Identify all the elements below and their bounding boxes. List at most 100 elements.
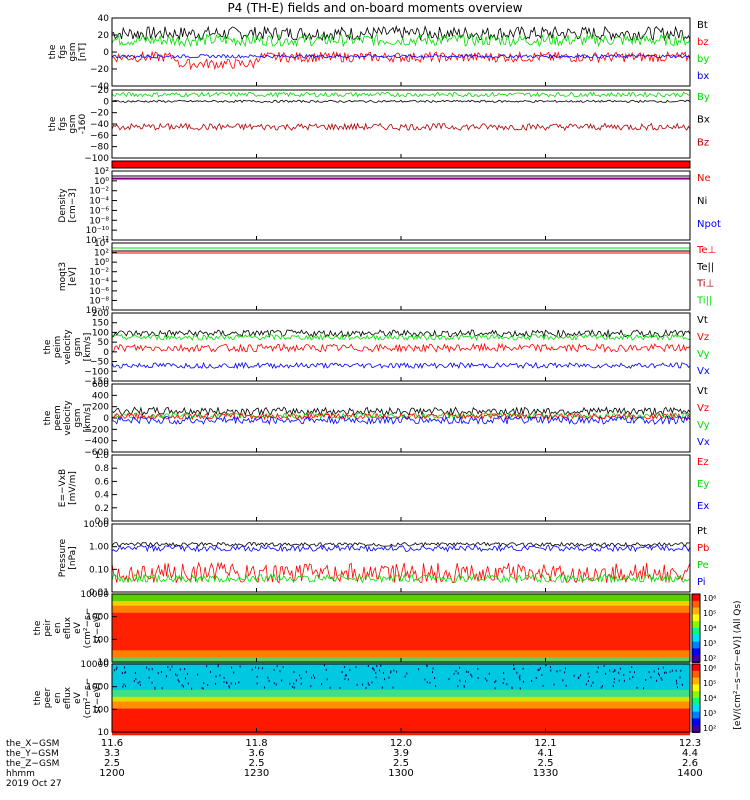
spectrogram-speck — [124, 671, 126, 674]
spectrogram-speck — [148, 676, 150, 679]
y-tick-label: 0 — [103, 348, 109, 358]
colorbar-segment — [692, 648, 700, 657]
spectrogram-speck — [261, 667, 263, 670]
panel-frame — [111, 312, 691, 382]
y-tick-label: 150 — [92, 319, 109, 329]
spectrogram-band — [112, 596, 690, 600]
series-line — [111, 25, 691, 42]
y-axis-label: en — [53, 692, 63, 703]
spectrogram-band — [112, 706, 690, 710]
y-axis-label: sr−eV) — [93, 612, 103, 643]
y-axis-label: E=−VxB — [58, 469, 68, 507]
spectrogram-speck — [234, 682, 236, 685]
y-tick-label: 40 — [98, 14, 110, 24]
spectrogram-speck — [494, 687, 496, 690]
colorbar-segment — [692, 670, 700, 679]
spectrogram-speck — [251, 668, 253, 671]
y-axis-label: gsm — [73, 408, 83, 427]
spectrogram-speck — [368, 683, 370, 686]
spectrogram-speck — [539, 667, 541, 670]
spectrogram-speck — [264, 686, 266, 689]
y-tick-label: 0.0 — [95, 517, 110, 527]
series-line — [111, 573, 691, 584]
spectrogram-speck — [484, 677, 486, 680]
spectrogram-speck — [292, 685, 294, 688]
y-axis-label: [cm−3] — [68, 188, 78, 222]
spectrogram-band — [112, 633, 690, 638]
legend-entry: Vy — [697, 420, 710, 431]
spectrogram-speck — [239, 665, 241, 668]
spectrogram-speck — [457, 672, 459, 675]
spectrogram-speck — [186, 673, 188, 676]
spectrogram-band — [112, 622, 690, 626]
spectrogram-speck — [596, 670, 598, 673]
spectrogram-speck — [321, 683, 323, 686]
red-band — [112, 161, 690, 168]
spectrogram-speck — [376, 665, 378, 668]
spectrogram-speck — [341, 670, 343, 673]
colorbar-segment — [692, 677, 700, 686]
x-row-value: 3.3 — [104, 748, 120, 759]
legend-entry: Vt — [697, 386, 708, 397]
spectrogram-speck — [513, 668, 515, 671]
spectrogram-speck — [230, 682, 232, 685]
x-row-value: 1330 — [533, 768, 558, 779]
spectrogram-speck — [178, 680, 180, 683]
spectrogram-speck — [559, 669, 561, 672]
spectrogram-speck — [206, 665, 208, 668]
x-row-value: 4.4 — [682, 748, 698, 759]
spectrogram-band — [112, 605, 690, 609]
x-row-value: 1200 — [99, 768, 124, 779]
spectrogram-speck — [556, 670, 558, 673]
spectrogram-speck — [590, 684, 592, 687]
series-line — [111, 414, 691, 426]
spectrogram-speck — [613, 681, 615, 684]
y-tick-label: 400 — [92, 391, 109, 401]
spectrogram-speck — [184, 677, 186, 680]
legend-entry: Vy — [697, 349, 710, 360]
x-row-name: the_Y−GSM — [6, 749, 59, 759]
spectrogram-speck — [373, 669, 375, 672]
spectrogram-band — [112, 687, 690, 691]
y-tick-label: 10⁻¹⁰ — [86, 226, 110, 236]
legend-entry: bz — [697, 37, 709, 48]
y-axis-label: peer — [43, 687, 53, 708]
colorbar-tick-label: 10² — [703, 654, 716, 663]
panel-frame — [111, 17, 691, 87]
x-row-name: the_Z−GSM — [6, 759, 59, 769]
spectrogram-speck — [378, 669, 380, 672]
spectrogram-speck — [176, 674, 178, 677]
spectrogram-band — [112, 640, 690, 645]
spectrogram-band — [112, 619, 690, 624]
spectrogram-speck — [618, 671, 620, 674]
colorbar-tick-label: 10⁶ — [703, 664, 716, 673]
y-axis-label: peim — [53, 336, 63, 359]
spectrogram-speck — [503, 678, 505, 681]
spectrogram-speck — [406, 672, 408, 675]
spectrogram-speck — [669, 670, 671, 673]
spectrogram-speck — [372, 667, 374, 670]
spectrogram-speck — [675, 669, 677, 672]
spectrogram-speck — [344, 674, 346, 677]
y-tick-label: −40 — [90, 82, 109, 92]
spectrogram-band — [112, 636, 690, 640]
legend-entry: Ne — [697, 173, 711, 184]
colorbar-frame — [691, 663, 701, 733]
spectrogram-speck — [279, 670, 281, 673]
spectrogram-speck — [238, 681, 240, 684]
spectrogram-band — [112, 664, 690, 668]
spectrogram-speck — [588, 675, 590, 678]
colorbar-segment — [692, 594, 700, 602]
y-tick-label: −100 — [84, 154, 109, 164]
spectrogram-speck — [522, 667, 524, 670]
y-axis-label: Pressure — [58, 538, 68, 577]
spectrogram-band — [112, 594, 690, 598]
spectrogram-speck — [175, 673, 177, 676]
y-tick-label: 1000 — [86, 683, 109, 693]
spectrogram-band — [112, 647, 690, 652]
spectrogram-speck — [375, 676, 377, 679]
y-axis-label: the — [43, 410, 53, 425]
legend-entry: Vt — [697, 315, 708, 326]
series-line — [111, 122, 691, 132]
spectrogram-speck — [614, 669, 616, 672]
